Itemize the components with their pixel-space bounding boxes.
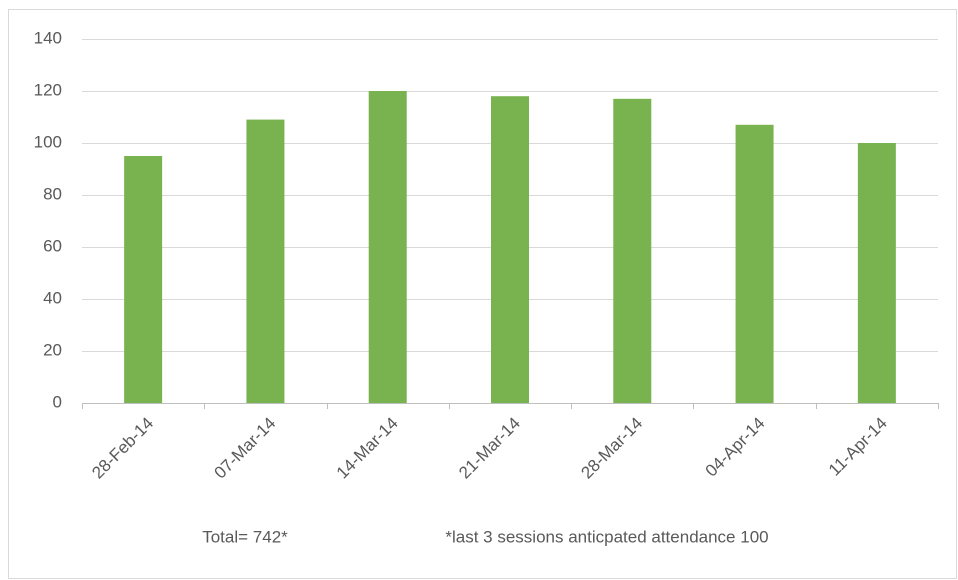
- bar: [124, 156, 163, 403]
- y-tick-label: 40: [43, 288, 62, 307]
- annotation: Total= 742*: [202, 527, 288, 546]
- bar: [246, 119, 285, 403]
- y-tick-label: 100: [34, 132, 62, 151]
- bar: [491, 96, 529, 403]
- bar: [857, 143, 896, 403]
- y-tick-label: 80: [43, 184, 62, 203]
- y-tick-label: 20: [43, 340, 62, 359]
- y-tick-label: 0: [53, 392, 62, 411]
- y-tick-label: 140: [34, 28, 62, 47]
- bar: [613, 98, 652, 404]
- annotation: *last 3 sessions anticpated attendance 1…: [445, 527, 768, 546]
- y-tick-label: 60: [43, 236, 62, 255]
- chart-border: [8, 9, 957, 579]
- bar: [735, 124, 774, 404]
- y-tick-label: 120: [34, 80, 62, 99]
- bar: [368, 91, 407, 403]
